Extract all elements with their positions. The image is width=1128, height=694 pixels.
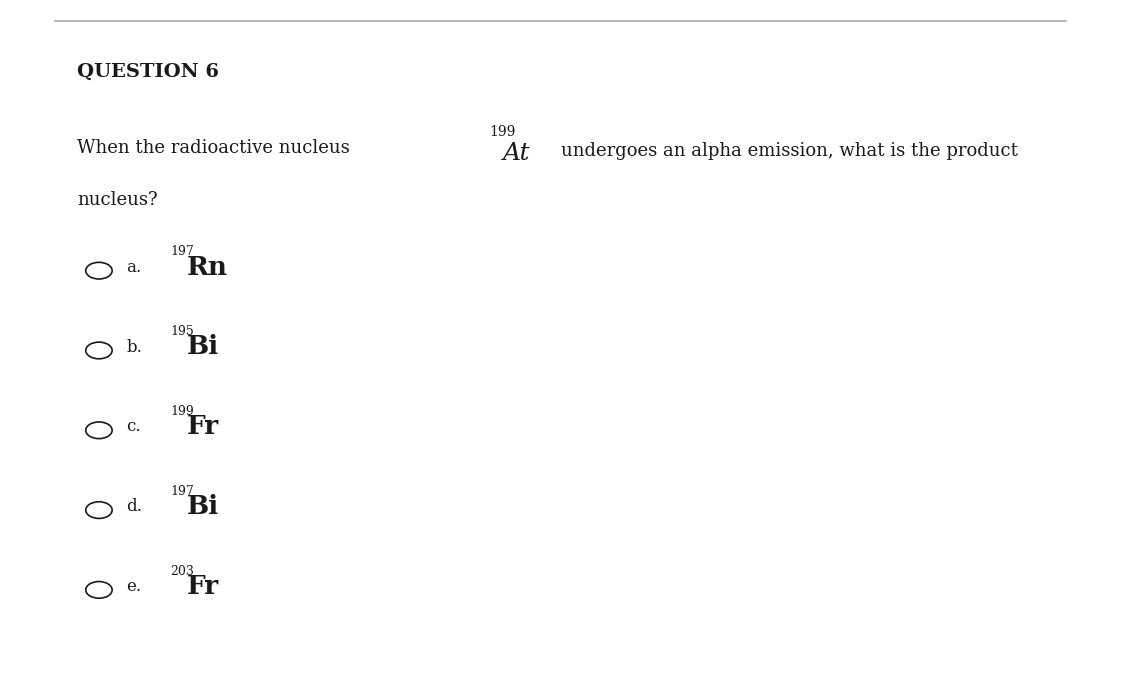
- Text: undergoes an alpha emission, what is the product: undergoes an alpha emission, what is the…: [561, 142, 1017, 160]
- Text: c.: c.: [126, 418, 141, 435]
- Text: Fr: Fr: [187, 574, 219, 599]
- Text: QUESTION 6: QUESTION 6: [77, 62, 219, 81]
- Text: 195: 195: [170, 325, 194, 338]
- Text: 199: 199: [490, 125, 515, 139]
- Text: When the radioactive nucleus: When the radioactive nucleus: [77, 139, 350, 157]
- Text: Rn: Rn: [187, 255, 228, 280]
- Text: d.: d.: [126, 498, 142, 515]
- Text: 197: 197: [170, 246, 194, 258]
- Text: Fr: Fr: [187, 414, 219, 439]
- Text: Bi: Bi: [187, 494, 219, 519]
- Text: nucleus?: nucleus?: [77, 191, 158, 209]
- Text: Bi: Bi: [187, 335, 219, 359]
- Text: At: At: [502, 142, 530, 165]
- Text: 199: 199: [170, 405, 194, 418]
- Text: 197: 197: [170, 485, 194, 498]
- Text: e.: e.: [126, 578, 142, 595]
- Text: a.: a.: [126, 259, 142, 276]
- Text: b.: b.: [126, 339, 142, 355]
- Text: 203: 203: [170, 565, 194, 577]
